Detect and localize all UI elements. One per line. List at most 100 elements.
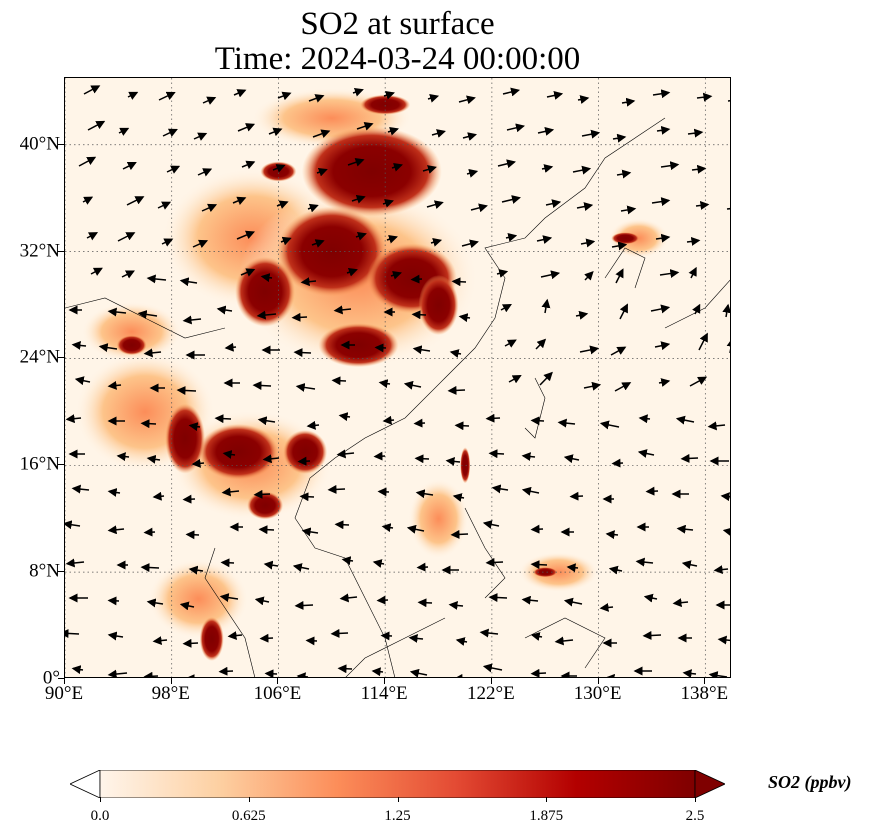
wind-arrow <box>65 520 81 530</box>
wind-arrow <box>575 310 589 320</box>
wind-arrow <box>417 598 433 608</box>
wind-arrow <box>414 454 430 464</box>
wind-arrow <box>331 376 347 386</box>
wind-arrow <box>530 560 548 570</box>
wind-arrow <box>146 598 164 608</box>
wind-arrow <box>680 453 699 463</box>
wind-arrow <box>337 664 353 674</box>
wind-arrow <box>127 91 139 100</box>
wind-arrow <box>311 239 325 248</box>
latitude-tick-mark <box>58 250 64 252</box>
wind-arrow <box>563 454 580 464</box>
longitude-tick-label: 114°E <box>360 683 408 704</box>
wind-arrow <box>470 203 488 213</box>
wind-arrow <box>466 169 479 178</box>
colorbar-label: SO2 (ppbv) <box>768 772 852 792</box>
so2-high-area <box>116 335 147 356</box>
map-time-subtitle: Time: 2024-03-24 00:00:00 <box>214 41 581 77</box>
wind-arrow <box>608 565 623 575</box>
wind-arrow <box>681 560 698 570</box>
wind-arrow <box>222 450 236 459</box>
wind-arrow <box>448 600 464 610</box>
wind-arrow <box>539 371 553 386</box>
wind-arrow <box>576 202 594 211</box>
latitude-tick-mark <box>58 464 64 466</box>
wind-arrow <box>479 628 499 638</box>
wind-arrow <box>336 449 355 459</box>
wind-arrow <box>659 269 680 278</box>
wind-arrow <box>82 196 94 205</box>
wind-arrow <box>378 379 391 389</box>
wind-arrow <box>540 270 561 280</box>
wind-arrow <box>521 595 539 605</box>
wind-arrow <box>612 133 627 143</box>
wind-arrow <box>583 381 602 391</box>
wind-arrow <box>447 385 466 395</box>
colorbar-tick-mark <box>695 797 696 802</box>
wind-arrow <box>557 418 576 428</box>
wind-arrow <box>445 456 461 466</box>
so2-high-area <box>533 567 558 578</box>
wind-arrow <box>566 563 579 573</box>
wind-arrow <box>162 128 178 137</box>
colorbar-tick-mark <box>546 797 548 802</box>
wind-arrow <box>422 165 437 174</box>
latitude-tick-label: 40°N <box>19 133 60 155</box>
longitude-tick-label: 138°E <box>680 683 729 704</box>
wind-arrow <box>658 378 671 387</box>
colorbar-tick-label: 1.875 <box>529 808 564 824</box>
so2-high-area <box>360 94 411 115</box>
wind-arrow <box>126 196 145 206</box>
wind-arrow <box>182 638 199 648</box>
wind-arrow <box>294 600 314 610</box>
wind-arrow <box>107 525 125 535</box>
wind-arrow <box>726 337 730 353</box>
map-title: SO2 at surface <box>300 6 495 42</box>
wind-arrow <box>579 345 600 355</box>
so2-high-area <box>283 429 328 474</box>
coastline-segment <box>524 377 546 439</box>
wind-arrow <box>726 207 730 210</box>
so2-high-area <box>198 423 279 480</box>
wind-arrow <box>415 489 434 499</box>
gridlines <box>65 78 730 677</box>
coastline-segment <box>524 617 606 669</box>
wind-arrow <box>185 530 200 540</box>
wind-arrow <box>143 348 162 358</box>
wind-arrow <box>263 560 279 570</box>
wind-arrow <box>338 412 351 422</box>
wind-arrow <box>717 635 730 645</box>
wind-arrow <box>458 95 476 105</box>
longitude-tick-mark <box>277 678 279 684</box>
wind-arrow <box>158 91 176 101</box>
wind-arrow <box>355 231 367 241</box>
wind-arrow <box>563 597 583 607</box>
wind-vectors <box>65 85 730 677</box>
wind-arrow <box>272 164 286 173</box>
wind-arrow <box>546 91 564 100</box>
coastline-segment <box>464 507 506 599</box>
wind-arrow <box>530 524 544 534</box>
coastline-segment <box>604 247 646 289</box>
wind-arrow <box>241 160 256 170</box>
wind-arrow <box>236 230 255 240</box>
wind-arrow <box>508 375 522 384</box>
wind-arrow <box>152 491 165 501</box>
wind-arrow <box>116 452 130 462</box>
wind-arrow <box>521 452 536 462</box>
so2-high-area <box>418 275 459 336</box>
wind-arrow <box>312 129 331 138</box>
wind-arrow <box>708 671 728 677</box>
wind-arrow <box>306 420 320 430</box>
wind-arrow <box>90 267 103 276</box>
wind-arrow <box>652 89 671 99</box>
wind-arrow <box>260 273 273 283</box>
wind-arrow <box>611 241 628 251</box>
colorbar-tick-mark <box>100 797 101 802</box>
so2-high-area <box>165 403 206 474</box>
wind-arrow <box>146 454 161 464</box>
wind-arrow <box>276 200 289 209</box>
wind-arrow <box>660 161 680 171</box>
wind-arrow <box>65 558 85 568</box>
wind-arrow <box>201 203 218 213</box>
